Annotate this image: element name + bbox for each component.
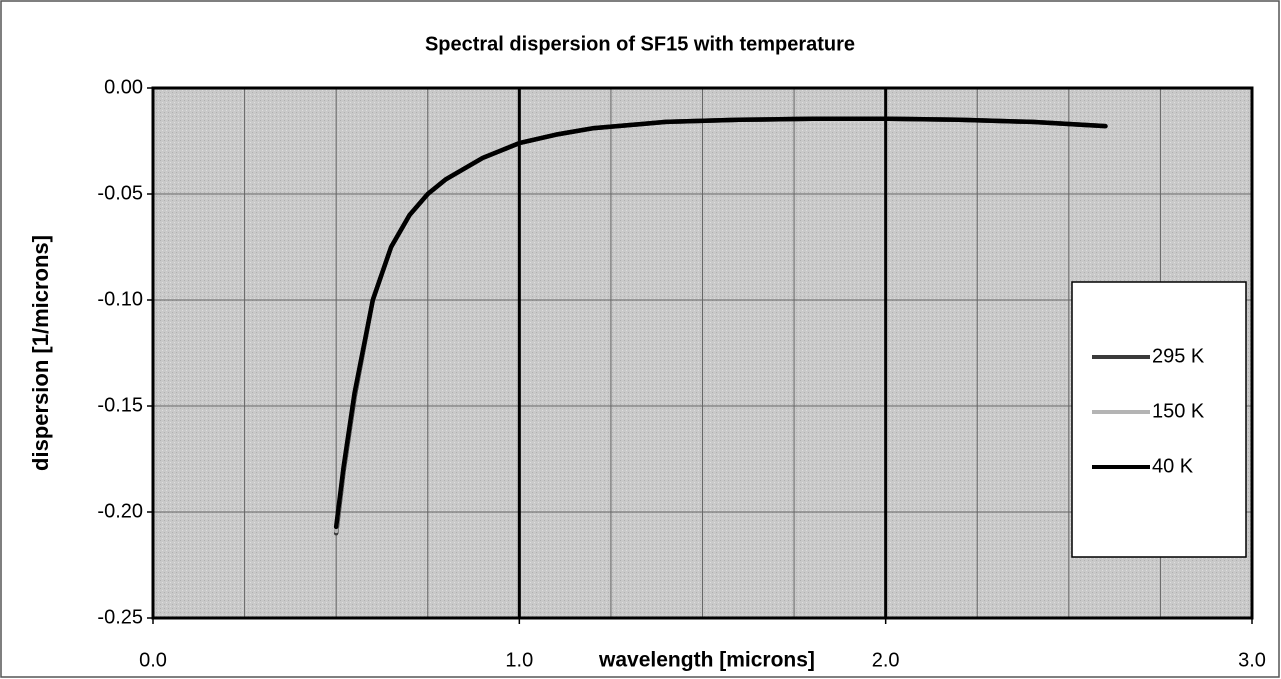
plot-border — [151, 86, 1254, 620]
x-tick-label: 1.0 — [505, 649, 533, 671]
legend-label: 295 K — [1152, 345, 1205, 367]
y-tick-label: -0.10 — [97, 288, 143, 310]
legend-box — [1071, 281, 1247, 558]
legend: 295 K 150 K 40 K — [1071, 281, 1247, 558]
series-line — [333, 116, 1108, 530]
legend-label: 150 K — [1152, 400, 1205, 422]
x-tick-label: 2.0 — [872, 649, 900, 671]
y-axis-label: dispersion [1/microns] — [28, 235, 53, 471]
y-tick-label: -0.15 — [97, 394, 143, 416]
y-tick-label: 0.00 — [104, 76, 143, 98]
x-axis-label: wavelength [microns] — [598, 649, 815, 672]
x-tick-label: 3.0 — [1238, 649, 1266, 671]
y-tick-label: -0.20 — [97, 500, 143, 522]
lines — [333, 116, 1108, 536]
y-tick-label: -0.25 — [97, 606, 143, 628]
y-tick-label: -0.05 — [97, 182, 143, 204]
x-tick-label: 0.0 — [139, 649, 167, 671]
legend-label: 40 K — [1152, 455, 1194, 477]
chart-title: Spectral dispersion of SF15 with tempera… — [425, 33, 855, 55]
